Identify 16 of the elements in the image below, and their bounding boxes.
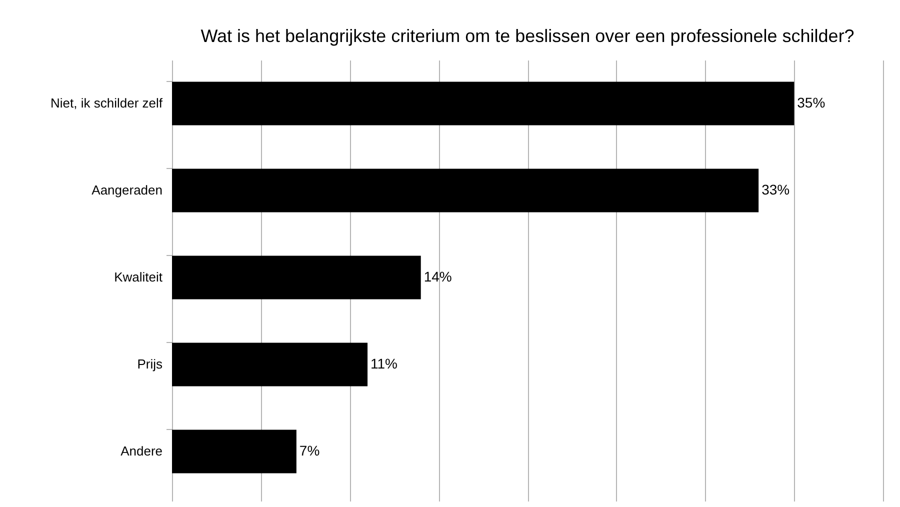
y-tick-label: Kwaliteit [114,270,163,284]
bar [172,342,368,386]
y-tick-label: Aangeraden [92,182,162,198]
data-label: 11% [370,356,398,372]
bar [172,82,794,126]
y-tick-label: Niet, ik schilder zelf [50,96,163,110]
y-tick-label: Andere [120,444,162,458]
data-label: 7% [299,442,320,458]
data-label: 35% [797,94,826,110]
y-tick-label: Prijs [137,356,163,372]
bar [172,168,759,212]
bar [172,256,421,300]
chart-title: Wat is het belangrijkste criterium om te beslissen over een professionele schilder? [200,26,854,46]
bar [172,430,296,474]
data-label: 14% [424,268,452,284]
data-label: 33% [762,182,790,198]
